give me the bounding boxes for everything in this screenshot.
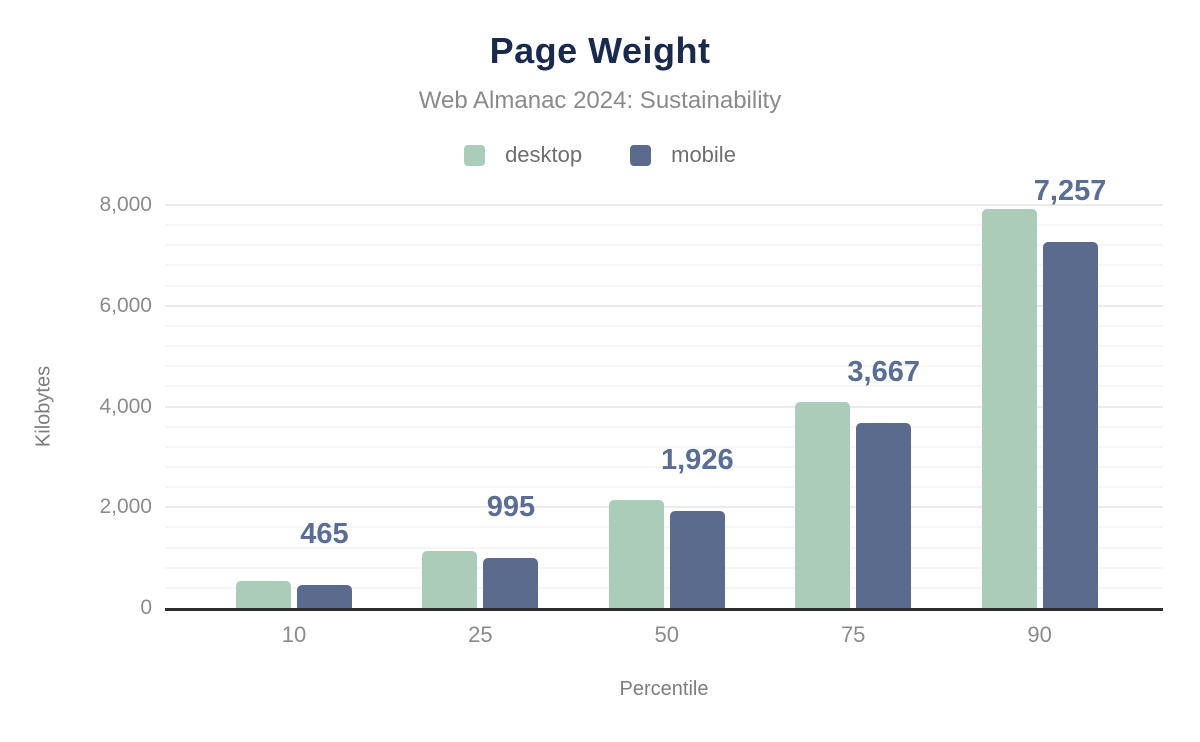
bar-desktop-p90[interactable] bbox=[981, 209, 1037, 608]
major-gridline bbox=[165, 304, 1163, 307]
major-gridline bbox=[165, 405, 1163, 408]
minor-gridline bbox=[165, 264, 1163, 267]
minor-gridline bbox=[165, 284, 1163, 287]
minor-gridline bbox=[165, 365, 1163, 368]
x-tick-label-75: 75 bbox=[840, 622, 866, 647]
minor-gridline bbox=[165, 244, 1163, 247]
minor-gridline bbox=[165, 566, 1163, 569]
legend-label-mobile: mobile bbox=[671, 142, 736, 167]
bar-mobile-p10[interactable] bbox=[297, 584, 352, 608]
bar-mobile-p90[interactable] bbox=[1042, 242, 1098, 608]
value-label-p50: 1,926 bbox=[661, 443, 734, 476]
legend: desktop mobile bbox=[0, 142, 1200, 168]
y-tick-label: 6,000 bbox=[99, 293, 152, 317]
value-label-p10: 465 bbox=[300, 517, 349, 550]
chart-subtitle: Web Almanac 2024: Sustainability bbox=[418, 87, 782, 114]
major-gridline bbox=[165, 204, 1163, 206]
y-tick-label: 0 bbox=[140, 596, 152, 619]
minor-gridline bbox=[165, 546, 1163, 549]
x-tick-label-10: 10 bbox=[281, 622, 307, 647]
desktop-swatch-icon bbox=[464, 144, 486, 166]
mobile-swatch-icon bbox=[630, 144, 652, 166]
major-gridline bbox=[165, 506, 1163, 509]
legend-item-desktop[interactable]: desktop bbox=[464, 142, 582, 168]
bar-desktop-p25[interactable] bbox=[422, 550, 478, 608]
y-tick-label: 4,000 bbox=[99, 394, 152, 418]
value-label-p90: 7,257 bbox=[1033, 175, 1107, 208]
minor-gridline bbox=[165, 526, 1163, 529]
minor-gridline bbox=[165, 324, 1163, 327]
bar-desktop-p50[interactable] bbox=[608, 499, 664, 608]
x-tick-label-50: 50 bbox=[654, 622, 680, 647]
minor-gridline bbox=[165, 445, 1163, 448]
minor-gridline bbox=[165, 586, 1163, 589]
minor-gridline bbox=[165, 224, 1163, 227]
value-label-p75: 3,667 bbox=[847, 356, 920, 389]
legend-item-mobile[interactable]: mobile bbox=[630, 142, 736, 168]
plot-area: 465 995 1,926 3,667 7,257 bbox=[165, 0, 1163, 611]
bar-mobile-p75[interactable] bbox=[856, 423, 912, 608]
bar-mobile-p50[interactable] bbox=[669, 510, 725, 608]
bar-mobile-p25[interactable] bbox=[483, 557, 539, 608]
minor-gridline bbox=[165, 425, 1163, 428]
x-axis-title: Percentile bbox=[619, 678, 709, 700]
y-tick-label: 8,000 bbox=[99, 193, 152, 216]
value-label-p25: 995 bbox=[486, 490, 536, 523]
bar-desktop-p75[interactable] bbox=[795, 402, 851, 608]
x-tick-label-90: 90 bbox=[1027, 622, 1052, 647]
legend-label-desktop: desktop bbox=[505, 142, 583, 167]
minor-gridline bbox=[165, 465, 1163, 468]
x-axis-line bbox=[165, 608, 1163, 611]
y-tick-label: 2,000 bbox=[99, 495, 152, 519]
minor-gridline bbox=[165, 385, 1163, 388]
minor-gridline bbox=[165, 345, 1163, 348]
x-tick-label-25: 25 bbox=[468, 622, 493, 647]
minor-gridline bbox=[165, 486, 1163, 489]
chart-title: Page Weight bbox=[489, 30, 711, 71]
bar-desktop-p10[interactable] bbox=[236, 580, 291, 608]
